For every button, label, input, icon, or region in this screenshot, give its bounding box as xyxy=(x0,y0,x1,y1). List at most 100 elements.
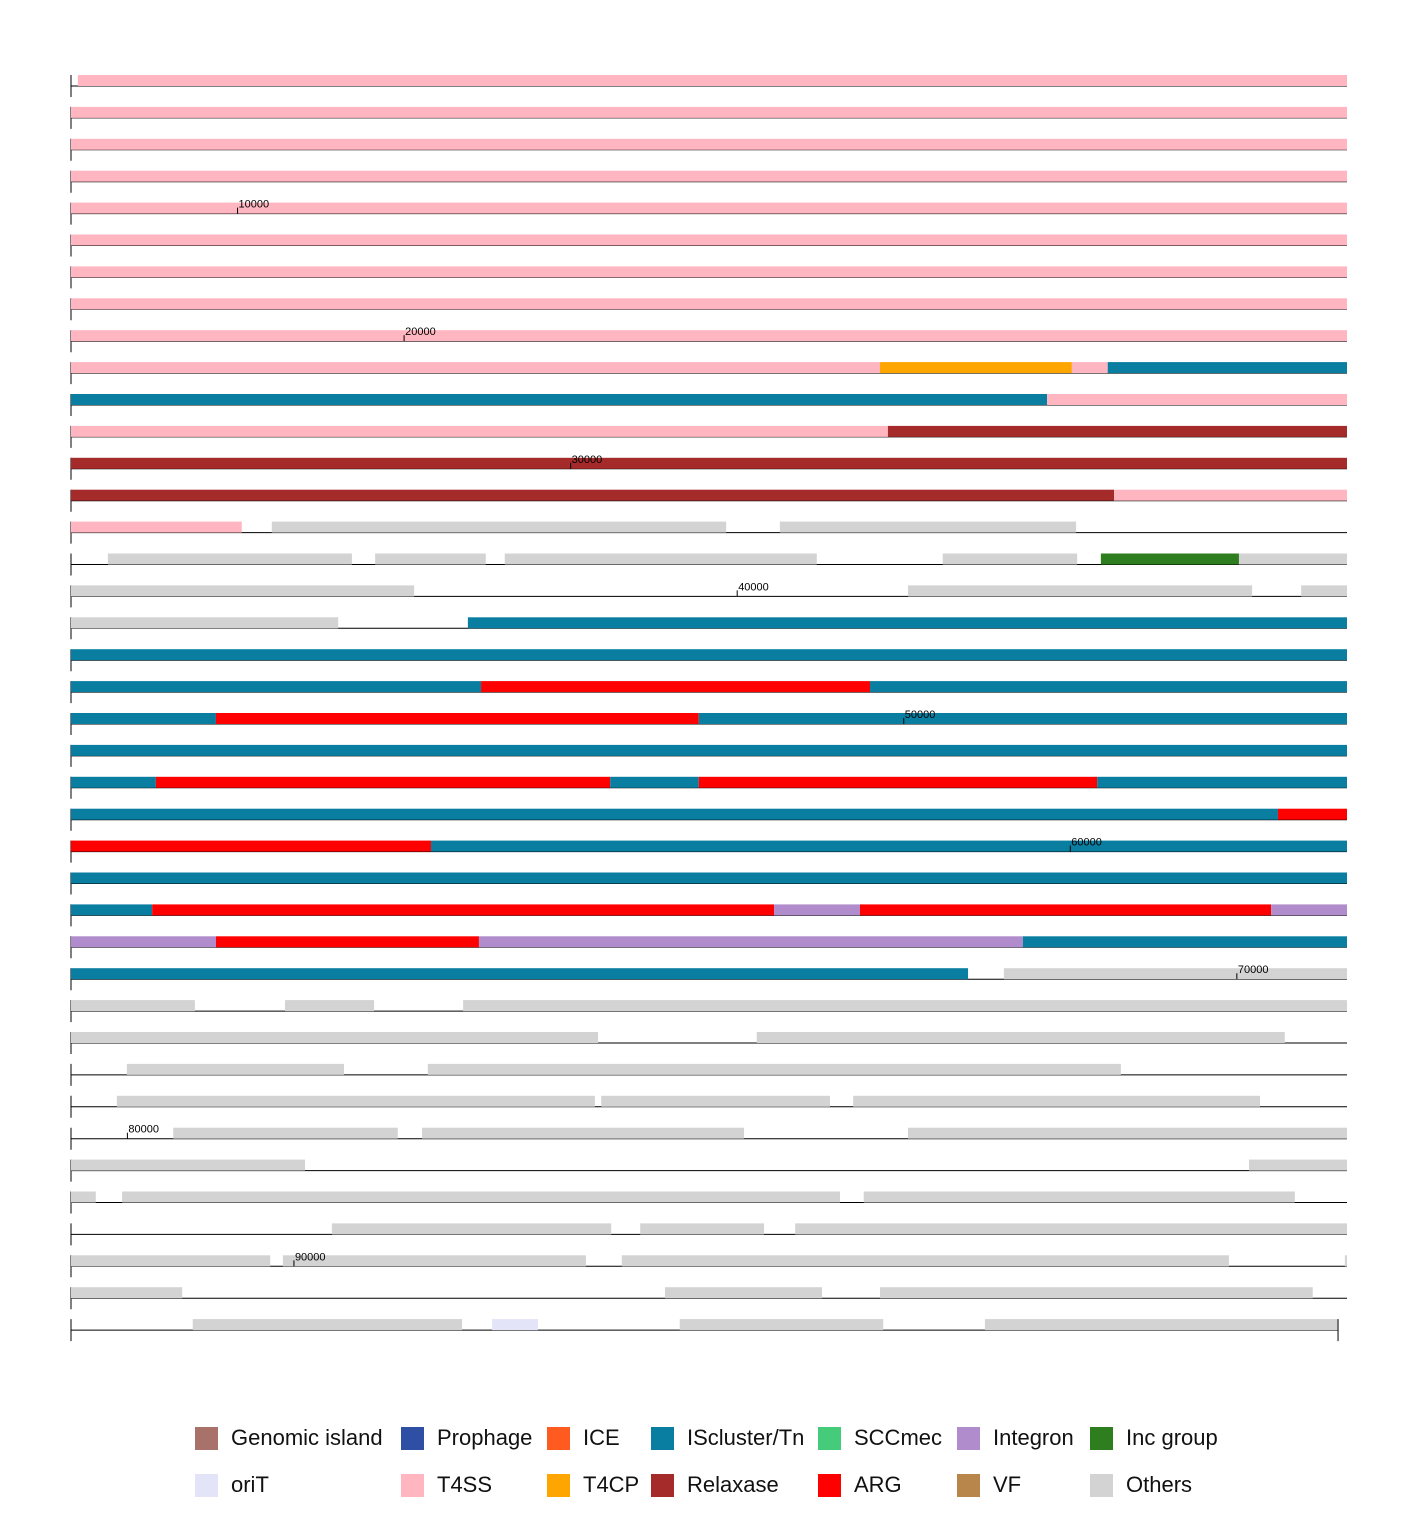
feature-segment xyxy=(71,1287,183,1299)
feature-segment xyxy=(1238,553,1347,565)
feature-segment xyxy=(71,330,1347,342)
feature-segment xyxy=(192,1319,463,1331)
legend-label: IScluster/Tn xyxy=(687,1425,804,1450)
legend-label: Prophage xyxy=(437,1425,532,1450)
legend-swatch xyxy=(818,1474,841,1497)
feature-segment xyxy=(173,1127,398,1139)
feature-segment xyxy=(478,936,1023,948)
feature-segment xyxy=(467,617,1347,629)
feature-segment xyxy=(71,713,216,724)
feature-segment xyxy=(71,936,216,948)
feature-segment xyxy=(640,1223,765,1235)
feature-segment xyxy=(1344,1255,1347,1267)
legend-label: SCCmec xyxy=(854,1425,942,1450)
feature-segment xyxy=(1114,489,1347,501)
legend-swatch xyxy=(195,1427,218,1450)
feature-segment xyxy=(863,1191,1295,1203)
feature-segment xyxy=(71,968,969,980)
feature-segment xyxy=(71,298,1347,310)
feature-segment xyxy=(492,1319,538,1331)
feature-segment xyxy=(71,585,415,597)
feature-segment xyxy=(463,1000,1347,1012)
feature-segment xyxy=(880,1287,1313,1299)
feature-segment xyxy=(1100,553,1239,565)
tick-label: 90000 xyxy=(295,1251,326,1263)
feature-segment xyxy=(282,1255,586,1267)
tick-label: 60000 xyxy=(1071,837,1102,849)
feature-segment xyxy=(71,106,1347,118)
feature-segment xyxy=(126,1063,345,1075)
legend-label: ICE xyxy=(583,1425,620,1450)
feature-segment xyxy=(71,1159,306,1171)
feature-segment xyxy=(271,521,727,533)
feature-segment xyxy=(71,776,156,788)
legend-swatch xyxy=(401,1474,424,1497)
feature-segment xyxy=(1248,1159,1347,1171)
feature-segment xyxy=(907,585,1253,597)
legend-label: oriT xyxy=(231,1472,269,1497)
legend-swatch xyxy=(957,1427,980,1450)
feature-segment xyxy=(430,840,1347,852)
feature-segment xyxy=(880,362,1072,374)
feature-segment xyxy=(1107,362,1347,374)
feature-segment xyxy=(71,808,1278,820)
feature-segment xyxy=(375,553,486,565)
feature-segment xyxy=(215,936,479,948)
feature-segment xyxy=(907,1127,1347,1139)
feature-segment xyxy=(71,170,1347,182)
feature-segment xyxy=(71,521,242,533)
tick-label: 30000 xyxy=(572,454,603,466)
legend-label: VF xyxy=(993,1472,1021,1497)
feature-segment xyxy=(1097,776,1347,788)
feature-segment xyxy=(152,904,775,916)
feature-segment xyxy=(155,776,611,788)
feature-segment xyxy=(71,1032,599,1043)
feature-segment xyxy=(422,1127,745,1139)
legend-label: T4CP xyxy=(583,1472,639,1497)
legend-label: Inc group xyxy=(1126,1425,1218,1450)
feature-segment xyxy=(984,1319,1339,1331)
legend-label: Integron xyxy=(993,1425,1074,1450)
tick-label: 80000 xyxy=(128,1124,159,1136)
feature-segment xyxy=(504,553,817,565)
feature-segment xyxy=(331,1223,612,1235)
legend-label: ARG xyxy=(854,1472,902,1497)
feature-segment xyxy=(71,617,339,629)
legend-swatch xyxy=(547,1427,570,1450)
legend-swatch xyxy=(651,1427,674,1450)
feature-segment xyxy=(71,457,1347,469)
feature-segment xyxy=(71,362,881,374)
feature-segment xyxy=(774,904,861,916)
feature-segment xyxy=(427,1063,1121,1075)
feature-segment xyxy=(107,553,352,565)
legend-swatch xyxy=(651,1474,674,1497)
tick-label: 70000 xyxy=(1238,964,1269,976)
tick-label: 40000 xyxy=(738,581,769,593)
feature-segment xyxy=(284,1000,375,1012)
legend-swatch xyxy=(401,1427,424,1450)
feature-segment xyxy=(71,1255,271,1267)
legend-label: T4SS xyxy=(437,1472,492,1497)
feature-segment xyxy=(679,1319,884,1331)
feature-segment xyxy=(621,1255,1229,1267)
feature-segment xyxy=(71,681,482,693)
feature-segment xyxy=(610,776,699,788)
feature-segment xyxy=(77,75,1348,86)
legend-swatch xyxy=(195,1474,218,1497)
tick-label: 50000 xyxy=(905,709,936,721)
feature-segment xyxy=(698,713,1347,724)
feature-segment xyxy=(122,1191,840,1203)
feature-segment xyxy=(71,138,1347,150)
feature-segment xyxy=(71,202,1347,214)
tick-label: 20000 xyxy=(405,326,436,338)
feature-segment xyxy=(116,1095,595,1107)
legend-label: Others xyxy=(1126,1472,1192,1497)
legend-swatch xyxy=(1090,1474,1113,1497)
legend-swatch xyxy=(818,1427,841,1450)
feature-segment xyxy=(71,425,888,437)
legend-swatch xyxy=(1090,1427,1113,1450)
feature-segment xyxy=(71,266,1347,278)
feature-segment xyxy=(71,872,1347,884)
legend-label: Genomic island xyxy=(231,1425,383,1450)
